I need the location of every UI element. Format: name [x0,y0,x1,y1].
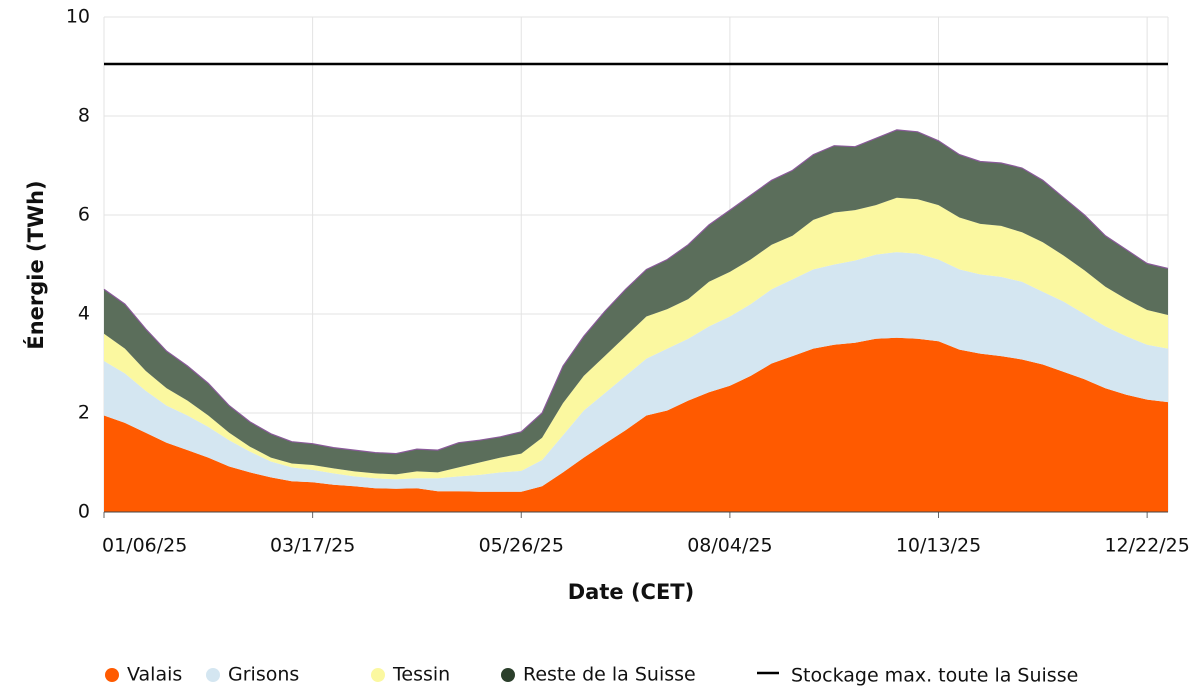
area [104,197,1168,480]
y-tick-label: 0 [78,501,90,523]
y-tick-label: 10 [66,6,90,28]
y-tick-label: 6 [78,204,90,226]
area [104,252,1168,492]
x-tick-label: 03/17/25 [270,535,355,557]
x-tick-label: 10/13/25 [896,535,981,557]
area [104,129,1168,475]
legend-label: Tessin [392,664,450,686]
legend-marker [206,668,220,682]
legend-label: Grisons [228,664,299,686]
y-tick-label: 4 [78,303,90,325]
x-tick-label: 05/26/25 [479,535,564,557]
legend-label: Reste de la Suisse [523,664,696,686]
legend-marker [105,668,119,682]
legend-marker [501,668,515,682]
x-axis-title: Date (CET) [568,580,694,604]
y-tick-label: 2 [78,402,90,424]
x-tick-label: 08/04/25 [687,535,772,557]
x-tick-label: 01/06/25 [102,535,187,557]
y-axis-title: Énergie (TWh) [23,180,48,349]
legend-marker [371,668,385,682]
area [104,337,1168,512]
area-outline [103,129,1169,455]
legend-label: Stockage max. toute la Suisse [791,665,1078,687]
y-tick-label: 8 [78,105,90,127]
legend-label: Valais [127,664,182,686]
x-tick-label: 12/22/25 [1104,535,1189,557]
